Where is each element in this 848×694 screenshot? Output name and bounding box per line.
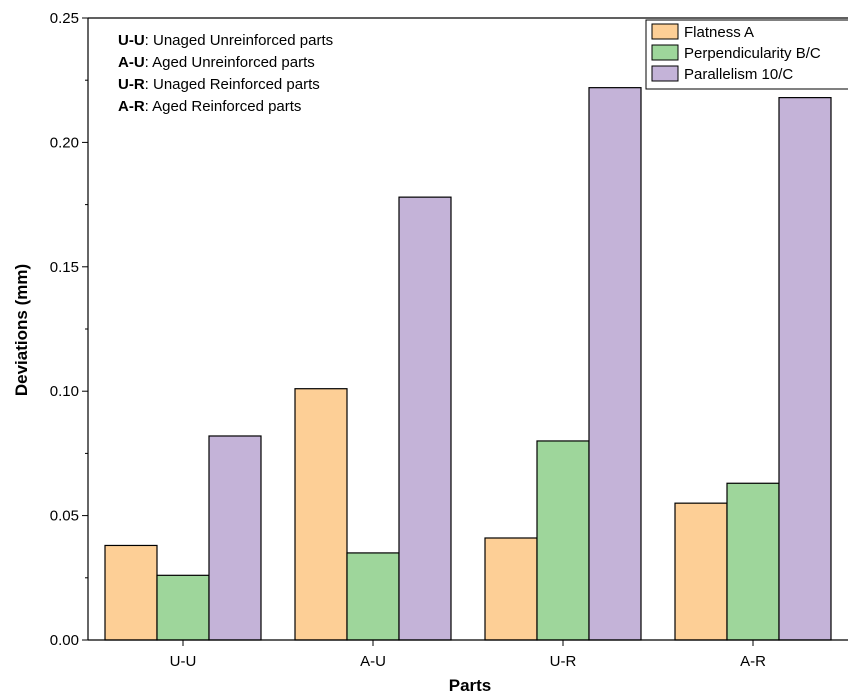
y-tick-label: 0.10 — [50, 383, 79, 400]
x-axis-title: Parts — [449, 676, 492, 694]
y-tick-label: 0.20 — [50, 134, 79, 151]
annotation-key: U-R — [118, 76, 145, 93]
annotation-text: : Aged Unreinforced parts — [145, 54, 315, 71]
annotation-text: : Unaged Unreinforced parts — [145, 32, 333, 49]
annotation-line: U-U: Unaged Unreinforced parts — [118, 32, 333, 49]
bar-a-u-parallelism-10-c — [398, 196, 452, 641]
annotation-text: : Aged Reinforced parts — [145, 98, 302, 115]
y-tick-label: 0.25 — [50, 10, 79, 27]
legend-swatch — [651, 23, 679, 40]
bar-u-u-perpendicularity-b-c — [156, 574, 210, 641]
x-tick-label: U-R — [550, 653, 577, 670]
bar-a-r-perpendicularity-b-c — [726, 482, 780, 641]
x-tick-label: A-R — [740, 653, 766, 670]
y-tick-label: 0.00 — [50, 632, 79, 649]
bar-u-u-flatness-a — [104, 544, 158, 641]
annotation-line: A-R: Aged Reinforced parts — [118, 98, 301, 115]
annotation-line: A-U: Aged Unreinforced parts — [118, 54, 315, 71]
bar-u-r-flatness-a — [484, 537, 538, 641]
bar-u-r-perpendicularity-b-c — [536, 440, 590, 641]
y-tick-label: 0.05 — [50, 508, 79, 525]
x-tick-label: A-U — [360, 653, 386, 670]
bar-u-r-parallelism-10-c — [588, 87, 642, 641]
annotation-line: U-R: Unaged Reinforced parts — [118, 76, 320, 93]
bars-layer — [104, 87, 832, 641]
annotation-key: A-R — [118, 98, 145, 115]
bar-a-r-flatness-a — [674, 502, 728, 641]
bar-a-u-flatness-a — [294, 388, 348, 641]
annotation-key: A-U — [118, 54, 145, 71]
legend: Flatness A Perpendicularity B/C Parallelis… — [645, 19, 848, 90]
x-tick-label: U-U — [170, 653, 197, 670]
legend-swatch — [651, 44, 679, 61]
y-axis-title: Deviations (mm) — [12, 264, 31, 396]
legend-label: Flatness A — [684, 24, 754, 41]
legend-box — [645, 19, 848, 90]
annotation-text: : Unaged Reinforced parts — [145, 76, 320, 93]
legend-swatch — [651, 65, 679, 82]
legend-label: Parallelism 10/C — [684, 66, 793, 83]
bar-u-u-parallelism-10-c — [208, 435, 262, 641]
y-tick-label: 0.15 — [50, 259, 79, 276]
bar-a-u-perpendicularity-b-c — [346, 552, 400, 641]
axes-layer: U-U A-U U-R A-R 0.00 0.05 0.10 0.15 0.20 0.25 — [50, 10, 848, 670]
legend-label: Perpendicularity B/C — [684, 45, 821, 62]
annotation-key: U-U — [118, 32, 145, 49]
bar-a-r-parallelism-10-c — [778, 97, 832, 641]
